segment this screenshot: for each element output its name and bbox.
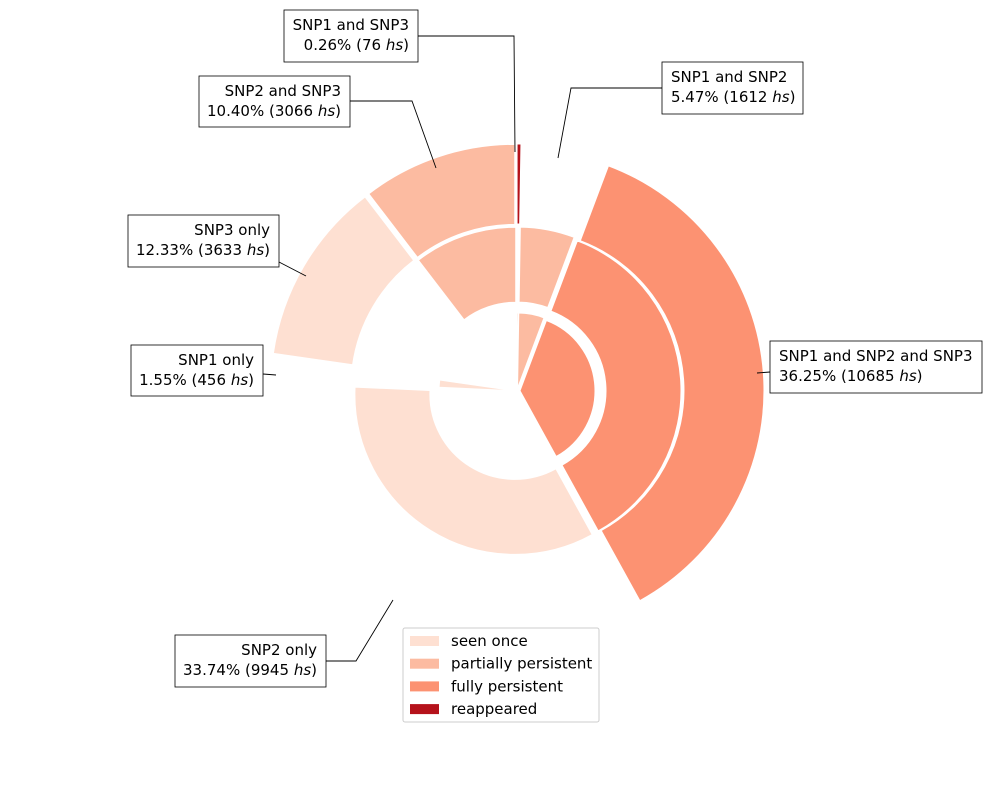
annotation-label-snp3-only: SNP3 only (194, 221, 270, 239)
percent-text: 0.26% (304, 36, 352, 54)
count-text: 76 (362, 36, 381, 54)
wedge-ring1-snp1-snp2 (517, 312, 545, 389)
leader-line-snp3-only (278, 261, 307, 277)
unit-text: hs (231, 371, 249, 389)
chart-legend: seen once partially persistent fully persi… (402, 627, 600, 723)
legend-swatch-partially-persistent (410, 658, 439, 669)
leader-line-snp1-snp2-snp3 (756, 371, 771, 374)
count-text: 456 (197, 371, 226, 389)
annotation-value-snp1-snp3: 0.26% (76 hs) (304, 36, 409, 54)
legend-frame (402, 627, 600, 723)
percent-text: 10.40% (207, 102, 264, 120)
annotation-snp1-snp3: SNP1 and SNP3 0.26% (76 hs) (283, 9, 516, 153)
wedge-ring2-snp2-only (354, 386, 593, 555)
unit-text: hs (247, 241, 265, 259)
wedge-ring2-snp1-snp2-snp3 (550, 240, 682, 532)
legend-label-seen-once: seen once (451, 632, 528, 650)
count-text: 9945 (251, 661, 289, 679)
percent-text: 12.33% (136, 241, 193, 259)
wedge-ring3-snp1-snp3 (516, 143, 522, 225)
annotation-snp1-only: SNP1 only 1.55% (456 hs) (130, 344, 277, 397)
legend-swatch-reappeared (410, 704, 439, 715)
annotation-label-snp2-snp3: SNP2 and SNP3 (225, 82, 341, 100)
leader-line-snp1-only (262, 373, 277, 376)
wedge-ring2-snp1-snp2 (518, 226, 575, 309)
annotation-label-snp1-snp2-snp3: SNP1 and SNP2 and SNP3 (779, 347, 973, 365)
annotation-label-snp2-only: SNP2 only (241, 641, 317, 659)
leader-line-snp2-only (326, 599, 394, 662)
annotation-label-snp1-only: SNP1 only (178, 351, 254, 369)
annotation-box-snp2-only (174, 634, 327, 688)
annotation-value-snp1-snp2: 5.47% (1612 hs) (671, 88, 795, 106)
annotation-box-snp2-snp3 (198, 75, 351, 128)
legend-label-fully-persistent: fully persistent (451, 677, 563, 695)
annotation-box-snp3-only (127, 214, 280, 268)
unit-text: hs (899, 367, 917, 385)
wedge-ring1-snp1-only (438, 379, 515, 392)
annotation-label-snp1-snp2: SNP1 and SNP2 (671, 68, 787, 86)
leader-line-snp2-snp3 (350, 100, 437, 169)
leader-line-snp1-snp3 (418, 35, 516, 153)
annotation-snp2-snp3: SNP2 and SNP3 10.40% (3066 hs) (198, 75, 437, 169)
legend-swatch-seen-once (410, 636, 439, 646)
count-text: 1612 (729, 88, 767, 106)
annotation-label-snp1-snp3: SNP1 and SNP3 (293, 16, 409, 34)
annotation-box-snp1-only (130, 344, 264, 397)
wedge-ring2-snp2-snp3 (417, 226, 517, 321)
legend-label-partially-persistent: partially persistent (451, 655, 592, 673)
percent-text: 1.55% (139, 371, 187, 389)
count-text: 3633 (204, 241, 242, 259)
wedge-ring1-snp1-snp3 (516, 312, 519, 389)
chart-wedges (272, 143, 765, 602)
annotation-value-snp2-only: 33.74% (9945 hs) (183, 661, 317, 679)
legend-label-reappeared: reappeared (451, 700, 537, 718)
annotation-snp2-only: SNP2 only 33.74% (9945 hs) (174, 599, 394, 688)
count-text: 3066 (275, 102, 313, 120)
annotation-snp3-only: SNP3 only 12.33% (3633 hs) (127, 214, 307, 277)
annotation-box-snp1-snp3 (283, 9, 419, 63)
wedge-ring3-snp3-only (272, 196, 415, 366)
annotation-snp1-snp2-snp3: SNP1 and SNP2 and SNP3 36.25% (10685 hs) (756, 340, 983, 394)
annotation-value-snp1-only: 1.55% (456 hs) (139, 371, 254, 389)
unit-text: hs (318, 102, 336, 120)
percent-text: 36.25% (779, 367, 836, 385)
unit-text: hs (294, 661, 312, 679)
unit-text: hs (386, 36, 404, 54)
annotation-value-snp3-only: 12.33% (3633 hs) (136, 241, 270, 259)
count-text: 10685 (847, 367, 895, 385)
wedge-ring3-snp1-snp2-snp3 (579, 165, 765, 602)
percent-text: 33.74% (183, 661, 240, 679)
annotation-box-snp1-snp2-snp3 (769, 340, 983, 394)
annotation-value-snp1-snp2-snp3: 36.25% (10685 hs) (779, 367, 923, 385)
legend-swatch-fully-persistent (410, 681, 439, 692)
annotation-value-snp2-snp3: 10.40% (3066 hs) (207, 102, 341, 120)
annotation-box-snp1-snp2 (661, 61, 804, 115)
unit-text: hs (772, 88, 790, 106)
wedge-ring1-snp1-snp2-snp3 (519, 319, 596, 458)
annotation-snp1-snp2: SNP1 and SNP2 5.47% (1612 hs) (557, 61, 804, 159)
percent-text: 5.47% (671, 88, 719, 106)
chart-annotations: SNP1 and SNP3 0.26% (76 hs) SNP1 and SNP2 5… (127, 9, 983, 688)
leader-line-snp1-snp2 (557, 87, 662, 159)
